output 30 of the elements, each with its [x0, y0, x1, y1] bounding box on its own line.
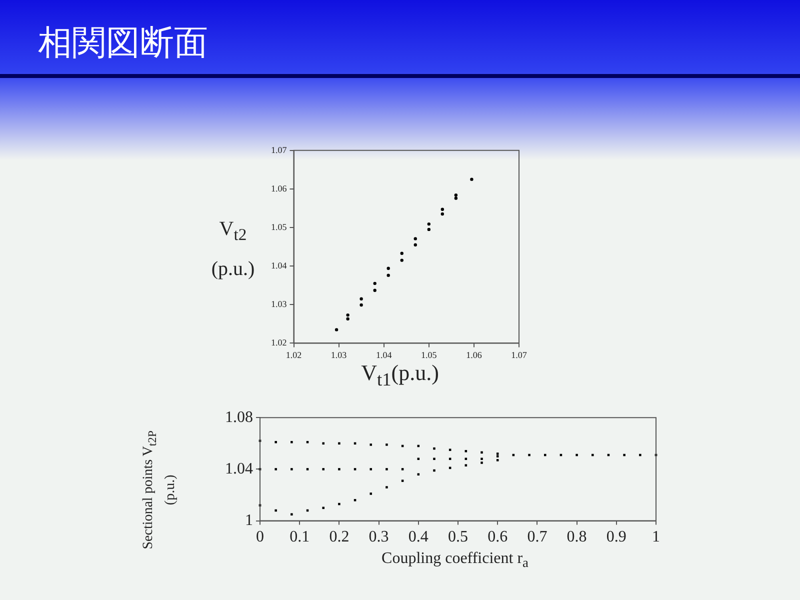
x-axis-title: V$_{t1}$(p.u.)	[360, 360, 440, 390]
chart-title: 相関図断面	[38, 22, 208, 65]
y-tick-label: 1.04	[225, 460, 253, 478]
x-tick-label: 1.02	[286, 350, 302, 360]
x-tick-label: 1.06	[466, 350, 482, 360]
x-tick-label: 1.03	[330, 350, 348, 360]
x-tick-label: 0.7	[527, 528, 548, 546]
y-tick-label: 1.08	[225, 408, 253, 426]
x-tick-label: 1.04	[376, 350, 392, 360]
y-tick-label: 1.02	[271, 338, 287, 348]
y-tick-label: 1.05	[271, 222, 288, 232]
x-axis-title: Coupling coefficient r$_{a}$	[380, 550, 530, 572]
y-tick-label: 1.03	[271, 299, 288, 309]
y-tick-label: 1	[245, 512, 253, 530]
x-tick-label: 0.2	[329, 528, 350, 546]
x-tick-label: 0.5	[448, 528, 468, 546]
x-tick-label: 0.6	[488, 528, 508, 546]
x-tick-label: 1.07	[511, 350, 528, 360]
y-tick-label: 1.04	[271, 260, 288, 270]
y-tick-label: 1.07	[271, 144, 288, 155]
x-tick-label: 0.8	[566, 528, 587, 546]
x-tick-label: 1	[652, 528, 660, 546]
y-axis-title: V$_{t2}$ (p.u.)	[210, 217, 256, 282]
x-tick-label: 0.9	[606, 528, 626, 546]
x-tick-label: 0.4	[408, 528, 428, 546]
x-tick-label: 0	[256, 528, 264, 546]
x-tick-label: 1.05	[421, 350, 438, 360]
x-tick-label: 0.3	[368, 528, 389, 546]
x-tick-label: 0.1	[290, 528, 310, 546]
y-tick-label: 1.06	[271, 183, 288, 194]
